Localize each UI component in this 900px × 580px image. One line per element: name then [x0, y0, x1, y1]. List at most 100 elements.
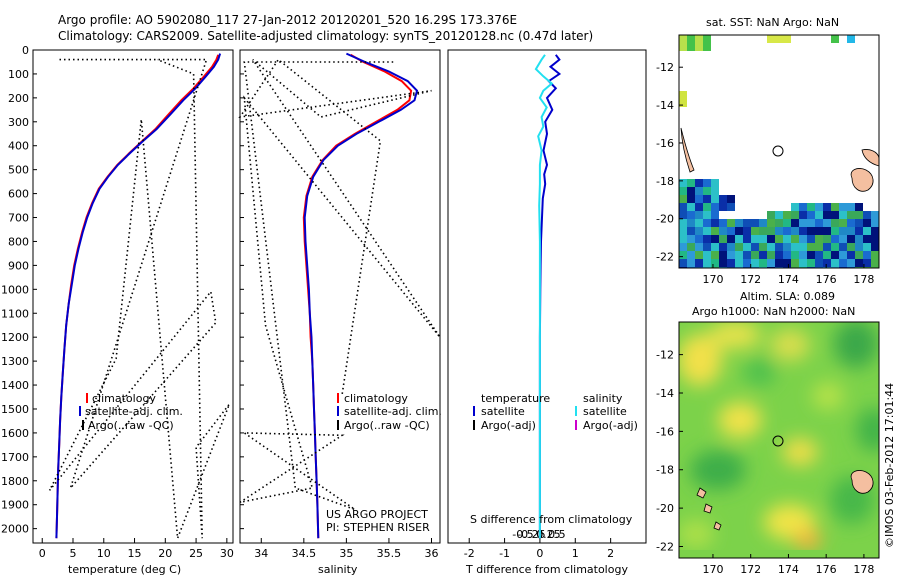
sst-cell: [703, 187, 711, 195]
salinity-x-tick-label: 34.5: [292, 547, 317, 560]
sst-cell: [679, 259, 687, 267]
sla-argo-marker: [772, 435, 784, 447]
sst-cell: [871, 219, 879, 227]
temperature-x-axis: 0 5 10 15 20 25 30: [39, 538, 234, 560]
sst-lat-tick-label: -16: [656, 137, 674, 150]
legend-swatch-satellite: [79, 406, 81, 416]
sst-cell: [727, 203, 735, 211]
sst-cell: [823, 243, 831, 251]
sst-cell: [775, 251, 783, 259]
depth-tick-label: 200: [8, 92, 29, 105]
sst-cell: [679, 235, 687, 243]
sst-cell: [695, 219, 703, 227]
sst-cell: [695, 235, 703, 243]
sst-cell: [807, 227, 815, 235]
temperature-x-tick-label: 15: [128, 547, 142, 560]
sst-cell: [743, 219, 751, 227]
sst-cell: [791, 203, 799, 211]
sst-cell: [679, 227, 687, 235]
sst-cell: [743, 227, 751, 235]
sst-cell: [719, 259, 727, 267]
legend-swatch-climatology: [86, 393, 88, 403]
difference-x-tick-label: 1: [572, 547, 579, 560]
sst-cell: [695, 203, 703, 211]
sst-cell: [711, 243, 719, 251]
sst-cell: [767, 227, 775, 235]
sst-cell: [815, 251, 823, 259]
sst-cell: [775, 227, 783, 235]
sst-cell: [783, 211, 791, 219]
sst-cell: [871, 211, 879, 219]
temperature-x-tick-label: 30: [220, 547, 234, 560]
sst-cell: [767, 219, 775, 227]
sst-cell: [799, 251, 807, 259]
sst-cell: [687, 211, 695, 219]
temperature-x-tick-label: 25: [189, 547, 203, 560]
sst-cell: [847, 235, 855, 243]
sst-cell: [839, 203, 847, 211]
sst-cell: [791, 227, 799, 235]
sst-cell: [815, 219, 823, 227]
sst-cell: [703, 219, 711, 227]
sst-cell: [807, 235, 815, 243]
sst-cell: [855, 203, 863, 211]
project-name: US ARGO PROJECT: [326, 508, 428, 521]
sst-cell: [807, 243, 815, 251]
temperature-lines: [48, 53, 231, 539]
sst-cell: [791, 243, 799, 251]
sst-cell: [871, 235, 879, 243]
sst-cell: [727, 227, 735, 235]
sst-cell: [775, 259, 783, 267]
sst-cell: [847, 259, 855, 267]
sst-map: sat. SST: NaN Argo: NaN 170 172 174 176 178 -…: [656, 16, 880, 286]
sst-cell: [695, 35, 703, 43]
sst-cell: [775, 219, 783, 227]
sst-cell: [751, 251, 759, 259]
sst-cell: [695, 243, 703, 251]
sst-cell: [735, 251, 743, 259]
sst-cell: [799, 227, 807, 235]
sst-cell: [807, 251, 815, 259]
difference-legend: temperature satellite Argo(-adj) salinit…: [473, 392, 638, 432]
sst-cell: [687, 195, 695, 203]
sst-cell: [799, 243, 807, 251]
temperature-x-tick-label: 10: [97, 547, 111, 560]
sla-axes: 170 172 174 176 178 -12 -14 -16 -18 -20 -22: [656, 349, 874, 576]
sst-cell: [839, 259, 847, 267]
legend-salinity-title: salinity: [583, 392, 623, 405]
sst-cell: [743, 243, 751, 251]
sst-lat-tick-label: -14: [656, 99, 674, 112]
sst-cell: [695, 179, 703, 187]
sst-cell: [703, 227, 711, 235]
sst-lat-tick-label: -18: [656, 175, 674, 188]
depth-tick-label: 100: [8, 68, 29, 81]
salinity-panel: 34 34.5 35 35.5 36 salinity climatology sate…: [238, 49, 442, 576]
sst-cell: [815, 259, 823, 267]
sst-cell: [695, 251, 703, 259]
sst-cell: [703, 251, 711, 259]
sla-field: [679, 322, 879, 558]
sst-cell: [839, 219, 847, 227]
header-line-2: Climatology: CARS2009. Satellite-adjuste…: [58, 29, 593, 43]
sst-cell: [783, 35, 791, 43]
legend-swatch-argo: [82, 420, 84, 430]
legend-swatch-climatology: [337, 393, 339, 403]
temperature-x-tick-label: 20: [158, 547, 172, 560]
island-small-3: [713, 521, 722, 531]
sst-lon-tick-label: 178: [853, 273, 874, 286]
sst-cell: [855, 227, 863, 235]
sst-cell: [775, 235, 783, 243]
sst-cell: [831, 35, 839, 43]
salinity-difference-tick-label: 0.5: [548, 528, 566, 541]
legend-s-satellite: satellite: [583, 405, 627, 418]
legend-satellite: satellite-adj. clim.: [85, 405, 183, 418]
sst-cell: [759, 219, 767, 227]
sst-cell: [775, 211, 783, 219]
depth-tick-label: 1000: [1, 283, 29, 296]
salinity-series-argo-raw-qc-: [238, 58, 441, 511]
sst-cell: [687, 243, 695, 251]
sst-cell: [679, 243, 687, 251]
sst-cell: [831, 259, 839, 267]
legend-t-satellite: satellite: [481, 405, 525, 418]
sst-cell: [863, 251, 871, 259]
